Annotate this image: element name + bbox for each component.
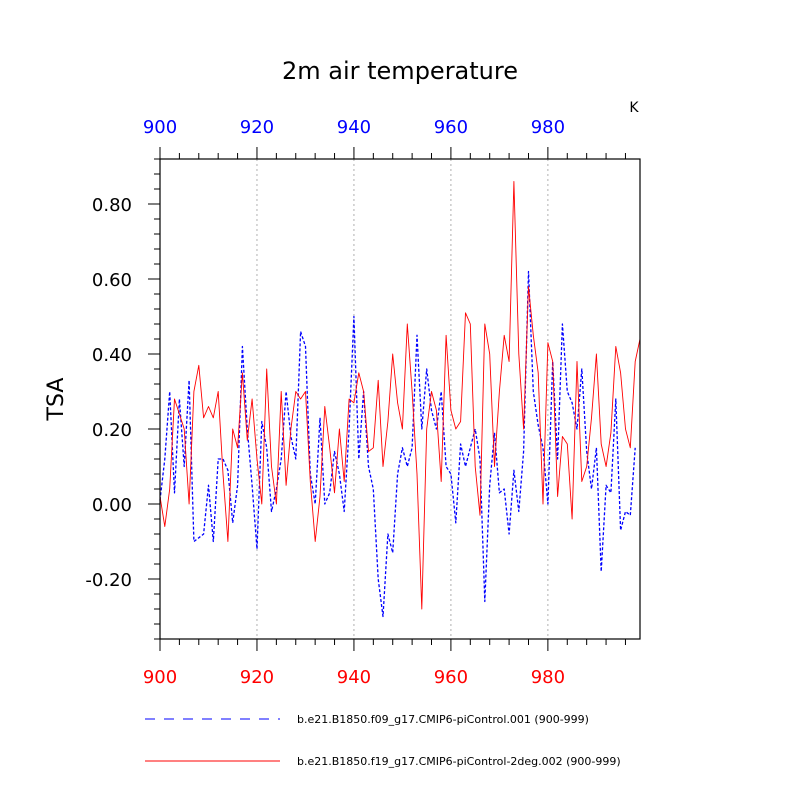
x-top-tick-label: 960 [434, 117, 468, 138]
y-tick-label: 0.40 [92, 345, 132, 366]
x-top-tick-label: 980 [531, 117, 565, 138]
y-tick-label: 0.60 [92, 270, 132, 291]
legend-label-2: b.e21.B1850.f19_g17.CMIP6-piControl-2deg… [297, 755, 621, 768]
y-tick-label: 0.20 [92, 420, 132, 441]
axis-ticks [148, 147, 626, 651]
x-top-tick-label: 920 [240, 117, 274, 138]
x-bottom-tick-label: 900 [143, 667, 177, 688]
units-label: K [629, 100, 639, 116]
x-top-tick-label: 900 [143, 117, 177, 138]
x-bottom-tick-label: 940 [337, 667, 371, 688]
grid-lines [256, 159, 549, 639]
x-bottom-tick-label: 960 [434, 667, 468, 688]
x-bottom-tick-label: 920 [240, 667, 274, 688]
data-series [159, 181, 641, 618]
chart-title: 2m air temperature [282, 57, 518, 85]
legend-label-1: b.e21.B1850.f09_g17.CMIP6-piControl.001 … [297, 713, 589, 726]
plot-frame [159, 158, 641, 640]
y-tick-label: -0.20 [85, 570, 132, 591]
legend: b.e21.B1850.f09_g17.CMIP6-piControl.001 … [145, 713, 621, 768]
x-top-tick-label: 940 [337, 117, 371, 138]
series-line-1 [159, 270, 636, 618]
series-line-2 [159, 181, 641, 610]
y-axis-label: TSA [44, 378, 69, 422]
x-bottom-tick-label: 980 [531, 667, 565, 688]
y-tick-label: 0.00 [92, 495, 132, 516]
tick-labels: 900 900 920 920 940 940 960 960 980 980 -0.20 0.00 0… [85, 117, 565, 688]
y-tick-label: 0.80 [92, 195, 132, 216]
